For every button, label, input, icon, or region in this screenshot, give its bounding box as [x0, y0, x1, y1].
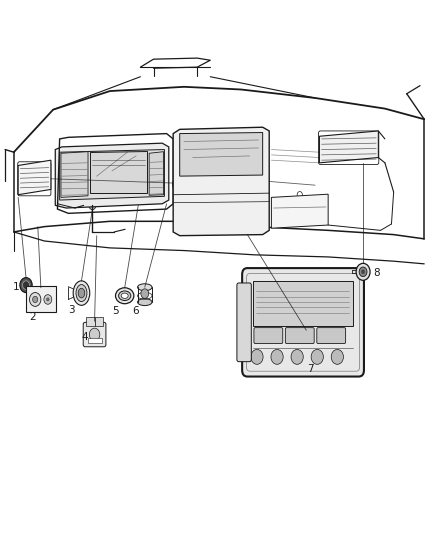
Circle shape	[32, 296, 38, 303]
Polygon shape	[180, 133, 263, 176]
Circle shape	[20, 278, 32, 293]
Text: 7: 7	[307, 364, 314, 374]
Polygon shape	[149, 152, 163, 195]
Circle shape	[291, 350, 303, 365]
Circle shape	[185, 177, 196, 190]
Circle shape	[29, 293, 41, 306]
Polygon shape	[173, 127, 269, 236]
Polygon shape	[90, 151, 147, 193]
Ellipse shape	[138, 284, 152, 290]
Circle shape	[46, 298, 49, 301]
Text: 8: 8	[373, 268, 379, 278]
Circle shape	[251, 350, 263, 365]
FancyBboxPatch shape	[286, 328, 314, 344]
Polygon shape	[319, 131, 378, 163]
Circle shape	[198, 177, 209, 190]
Polygon shape	[61, 152, 88, 197]
Text: 4: 4	[81, 332, 88, 342]
Ellipse shape	[119, 291, 131, 301]
Text: 5: 5	[112, 305, 118, 316]
Text: 3: 3	[68, 305, 75, 315]
Circle shape	[331, 350, 343, 365]
FancyBboxPatch shape	[242, 268, 364, 376]
Circle shape	[44, 295, 52, 304]
Circle shape	[89, 201, 96, 209]
FancyBboxPatch shape	[86, 317, 95, 326]
Circle shape	[89, 328, 100, 341]
Text: 1: 1	[13, 282, 19, 292]
FancyBboxPatch shape	[254, 328, 283, 344]
Circle shape	[361, 270, 365, 274]
Text: 2: 2	[29, 312, 35, 322]
FancyBboxPatch shape	[88, 338, 102, 343]
Circle shape	[271, 350, 283, 365]
Text: 6: 6	[132, 305, 138, 316]
FancyBboxPatch shape	[95, 317, 103, 326]
Circle shape	[22, 281, 29, 289]
Circle shape	[225, 177, 235, 190]
FancyBboxPatch shape	[26, 286, 56, 312]
Polygon shape	[55, 143, 169, 208]
FancyBboxPatch shape	[83, 322, 106, 347]
FancyBboxPatch shape	[317, 328, 346, 344]
Ellipse shape	[116, 288, 134, 304]
Circle shape	[356, 263, 370, 280]
Polygon shape	[272, 194, 328, 228]
Ellipse shape	[73, 281, 90, 305]
Ellipse shape	[138, 298, 152, 305]
Circle shape	[215, 183, 231, 203]
Ellipse shape	[76, 285, 87, 302]
FancyBboxPatch shape	[253, 281, 353, 326]
Polygon shape	[60, 150, 164, 200]
FancyBboxPatch shape	[237, 283, 251, 362]
Circle shape	[359, 267, 367, 277]
Circle shape	[238, 177, 248, 190]
Ellipse shape	[78, 288, 85, 298]
Circle shape	[212, 177, 222, 190]
Circle shape	[172, 177, 183, 190]
Polygon shape	[18, 160, 51, 195]
Ellipse shape	[141, 289, 149, 298]
FancyBboxPatch shape	[179, 205, 259, 215]
Circle shape	[311, 350, 323, 365]
Circle shape	[251, 177, 261, 190]
Ellipse shape	[121, 293, 128, 298]
